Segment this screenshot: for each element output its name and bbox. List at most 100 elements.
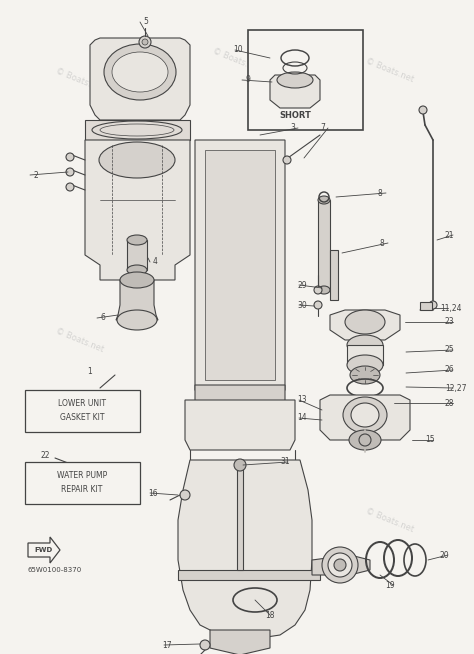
Ellipse shape [120,272,154,288]
Polygon shape [195,385,285,410]
Ellipse shape [334,559,346,571]
Polygon shape [28,537,60,563]
Text: LOWER UNIT: LOWER UNIT [58,400,106,409]
Ellipse shape [277,72,313,88]
Text: 20: 20 [440,551,450,560]
Text: 29: 29 [297,281,307,290]
Text: 19: 19 [385,581,395,589]
Polygon shape [90,38,190,120]
Bar [127,240,147,270]
Text: 17: 17 [163,640,172,649]
Bar [205,150,275,380]
Ellipse shape [142,39,148,45]
Polygon shape [178,570,320,580]
Text: 31: 31 [280,458,290,466]
Ellipse shape [314,301,322,309]
Ellipse shape [127,235,147,245]
Text: 18: 18 [265,610,275,619]
Ellipse shape [322,547,358,583]
Bar [318,200,330,290]
Text: WATER PUMP: WATER PUMP [57,472,107,481]
Ellipse shape [350,366,380,384]
Text: 6: 6 [100,313,105,322]
Text: © Boats.net: © Boats.net [55,326,105,354]
Polygon shape [340,398,390,408]
Ellipse shape [66,153,74,161]
Ellipse shape [234,459,246,471]
Text: 9: 9 [245,75,250,84]
Ellipse shape [347,335,383,355]
Text: 10: 10 [233,46,243,54]
Bar [347,345,383,365]
Text: 65W0100-8370: 65W0100-8370 [28,567,82,573]
Bar [237,460,243,570]
Bar [248,30,363,130]
Bar [25,390,140,432]
Text: 7: 7 [320,124,325,133]
Bar [420,302,432,310]
Text: 2: 2 [33,171,38,179]
Polygon shape [210,630,270,654]
Bar [330,250,338,300]
Text: © Boats.net: © Boats.net [365,56,415,84]
Ellipse shape [349,430,381,450]
Ellipse shape [318,196,330,204]
Ellipse shape [429,301,437,309]
Text: GASKET KIT: GASKET KIT [60,413,104,422]
Text: © Boats.net: © Boats.net [365,506,415,534]
Text: © Boats.net: © Boats.net [55,66,105,94]
Text: 14: 14 [297,413,307,422]
Text: REPAIR KIT: REPAIR KIT [61,485,103,494]
Text: 13: 13 [297,396,307,405]
Ellipse shape [359,434,371,446]
Text: 11,24: 11,24 [440,303,462,313]
Ellipse shape [343,397,387,433]
Ellipse shape [328,553,352,577]
Polygon shape [185,400,295,450]
Ellipse shape [104,44,176,100]
Polygon shape [270,75,320,108]
Text: FWD: FWD [35,547,53,553]
Ellipse shape [314,286,322,294]
Text: 21: 21 [445,230,455,239]
Text: 5: 5 [143,18,148,27]
Text: SHORT: SHORT [279,111,311,120]
Ellipse shape [351,403,379,427]
Ellipse shape [117,310,157,330]
Text: 4: 4 [153,258,158,266]
Text: 16: 16 [148,489,158,498]
Text: 3: 3 [290,124,295,133]
Ellipse shape [200,640,210,650]
Polygon shape [116,280,158,320]
Text: 15: 15 [425,436,435,445]
Text: © Boats.net: © Boats.net [211,46,263,74]
Ellipse shape [99,142,175,178]
Polygon shape [312,555,370,575]
Bar [25,462,140,504]
Ellipse shape [419,106,427,114]
Text: 25: 25 [445,345,455,354]
Polygon shape [178,460,312,638]
Ellipse shape [112,52,168,92]
Text: 22: 22 [40,451,50,460]
Ellipse shape [347,355,383,375]
Text: 12,27: 12,27 [445,383,466,392]
Text: 8: 8 [380,239,385,247]
Text: 8: 8 [378,188,383,198]
Text: 26: 26 [445,366,455,375]
Ellipse shape [66,168,74,176]
Ellipse shape [127,265,147,275]
Polygon shape [320,395,410,440]
Ellipse shape [283,156,291,164]
Text: © Boats.net: © Boats.net [211,506,263,534]
Text: 23: 23 [445,317,455,326]
Ellipse shape [139,36,151,48]
Ellipse shape [66,183,74,191]
Polygon shape [85,120,190,140]
Text: 1: 1 [88,368,92,377]
Ellipse shape [318,286,330,294]
Polygon shape [85,140,190,280]
Ellipse shape [345,310,385,334]
Text: 28: 28 [445,398,455,407]
Ellipse shape [180,490,190,500]
